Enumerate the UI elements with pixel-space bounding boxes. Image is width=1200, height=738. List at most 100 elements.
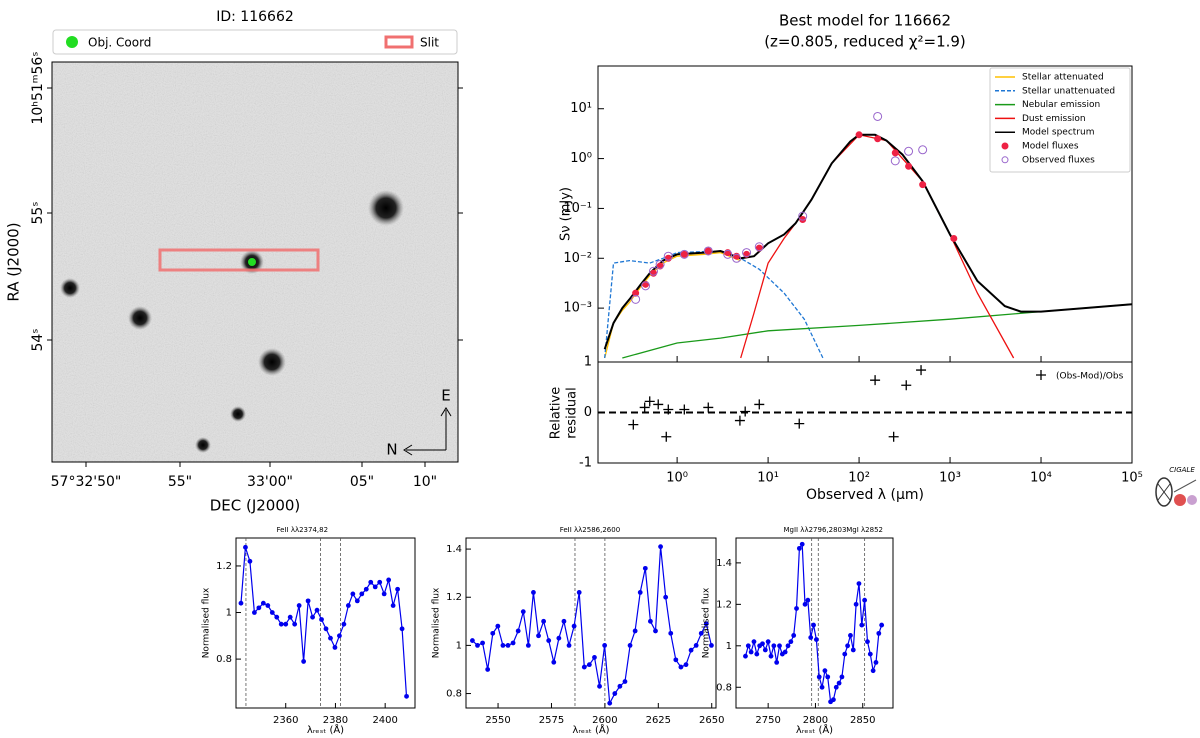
spectrum-point bbox=[879, 622, 885, 628]
spectrum-point bbox=[839, 674, 845, 680]
spectrum-point bbox=[274, 614, 280, 620]
y-tick-label: 1.2 bbox=[216, 561, 232, 572]
residual-point bbox=[679, 404, 690, 415]
x-axis-label: λᵣₑₛₜ (Å) bbox=[307, 723, 344, 736]
legend-marker bbox=[66, 36, 78, 48]
spectrum-point bbox=[853, 601, 859, 607]
spectrum-point bbox=[377, 579, 383, 585]
logo-weight bbox=[1187, 495, 1197, 505]
spectrum-point bbox=[337, 633, 342, 639]
y-tick-label: 1.4 bbox=[716, 558, 732, 569]
residual-point bbox=[639, 402, 650, 413]
x-axis-label: Observed λ (μm) bbox=[806, 487, 924, 503]
x-tick-label: 2380 bbox=[323, 715, 348, 726]
model-flux bbox=[743, 250, 751, 258]
spectrum-point bbox=[862, 597, 868, 603]
legend-label: Model fluxes bbox=[1022, 142, 1079, 152]
spectrum-point bbox=[678, 664, 684, 670]
spectrum-point bbox=[745, 643, 751, 649]
spectrum-point bbox=[269, 610, 275, 615]
spectrum-point bbox=[683, 662, 689, 668]
x-tick-label: 05" bbox=[350, 474, 374, 490]
observed-flux bbox=[742, 248, 752, 258]
spectrum-point bbox=[363, 586, 369, 592]
spectrum-point bbox=[251, 610, 257, 615]
y-tick-label: 1.2 bbox=[716, 599, 732, 610]
x-tick-label: 2360 bbox=[273, 715, 298, 726]
y-tick-label: 1 bbox=[226, 608, 232, 619]
x-tick-label: 10³ bbox=[939, 471, 961, 486]
axes-frame bbox=[465, 537, 717, 709]
spectrum-point bbox=[642, 565, 648, 571]
observed-flux bbox=[732, 253, 742, 263]
y-tick-label: 1.2 bbox=[446, 592, 462, 603]
series-line bbox=[622, 303, 1132, 359]
spectrum-point bbox=[805, 597, 811, 603]
star bbox=[128, 306, 152, 330]
observed-flux bbox=[904, 146, 914, 156]
spectrum-point bbox=[833, 684, 839, 690]
spectrum-point bbox=[470, 638, 475, 643]
logo-beam bbox=[1173, 479, 1197, 493]
legend-box bbox=[52, 29, 458, 55]
spectrum-point bbox=[515, 628, 521, 634]
axes-frame bbox=[235, 537, 416, 709]
spectrum-point bbox=[561, 618, 567, 624]
x-tick-label: 2550 bbox=[485, 715, 510, 726]
x-axis-label: λᵣₑₛₜ (Å) bbox=[796, 723, 833, 736]
spectrum-point bbox=[791, 633, 797, 638]
y-tick-label: 10⁻³ bbox=[563, 301, 592, 316]
spectrum-point bbox=[799, 541, 805, 547]
spectrum-point bbox=[865, 639, 870, 645]
spectrum-point bbox=[386, 577, 392, 583]
observed-flux bbox=[703, 246, 713, 256]
spectrum-point bbox=[480, 640, 485, 646]
spectrum-point bbox=[765, 639, 771, 645]
y-tick-label: 0 bbox=[584, 405, 592, 420]
model-flux bbox=[874, 135, 882, 143]
residual-point bbox=[740, 406, 751, 417]
spectrum-point bbox=[602, 642, 608, 648]
spectrum-point bbox=[525, 642, 531, 648]
x-tick-label: 2750 bbox=[755, 715, 780, 726]
spectrum-point bbox=[328, 635, 333, 641]
x-tick-label: 2800 bbox=[803, 715, 828, 726]
observed-flux bbox=[679, 249, 689, 259]
chart-title: Best model for 116662 bbox=[779, 12, 951, 30]
residual-point bbox=[794, 418, 805, 429]
logo-text: CIGALE bbox=[1169, 466, 1195, 474]
spectrum-point bbox=[314, 607, 320, 613]
spectrum-point bbox=[859, 622, 865, 628]
residual-point bbox=[754, 399, 765, 410]
y-axis-label: Normalised flux bbox=[202, 587, 212, 658]
x-tick-label: 57°32'50" bbox=[51, 474, 122, 490]
spectrum-point bbox=[848, 633, 853, 638]
spectrum-point bbox=[310, 614, 315, 620]
spectrum-point bbox=[794, 606, 799, 611]
spectrum-point bbox=[350, 591, 356, 597]
y-tick-label: 10¹ bbox=[570, 101, 592, 116]
spectrum-point bbox=[541, 618, 547, 624]
spectrum-point bbox=[551, 659, 557, 665]
panel-title: FeII λλ2374,82 bbox=[277, 526, 329, 534]
x-tick-label: 2400 bbox=[372, 715, 397, 726]
x-tick-label: 10² bbox=[848, 471, 870, 486]
spectrum-point bbox=[873, 659, 879, 665]
x-axis-label: DEC (J2000) bbox=[210, 497, 301, 515]
spectrum-point bbox=[475, 642, 480, 648]
x-tick-label: 10⁰ bbox=[666, 471, 688, 486]
x-tick-label: 10" bbox=[413, 474, 437, 490]
star bbox=[60, 278, 80, 298]
spectrum-point bbox=[796, 545, 802, 551]
y-tick-label: 10ʰ51ᵐ56ˢ bbox=[30, 51, 46, 124]
spectrum-point bbox=[622, 679, 628, 684]
series-line bbox=[604, 250, 824, 359]
spectrum-point bbox=[341, 621, 347, 627]
spectrum-point bbox=[811, 622, 816, 628]
model-flux bbox=[950, 234, 958, 242]
model-flux bbox=[905, 162, 913, 170]
x-tick-label: 2650 bbox=[699, 715, 724, 726]
x-tick-label: 10⁵ bbox=[1121, 471, 1143, 486]
compass-head bbox=[440, 407, 452, 417]
